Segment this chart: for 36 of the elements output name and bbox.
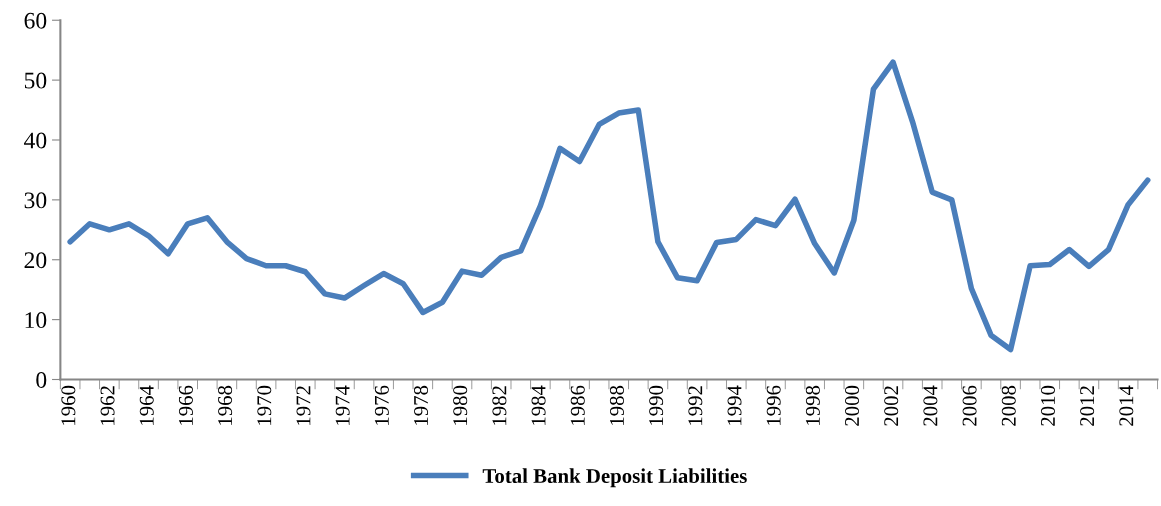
x-tick-label: 1964 <box>139 385 154 425</box>
x-tick-label: 1962 <box>100 386 115 425</box>
x-tick-label: 1988 <box>609 385 624 425</box>
x-tick-label: 2010 <box>1040 385 1055 426</box>
y-tick-label: 60 <box>24 12 47 29</box>
x-tick-label: 1978 <box>413 385 429 425</box>
x-tick-label: 1982 <box>492 386 507 425</box>
y-tick-label: 10 <box>25 312 47 329</box>
x-tick-label: 2004 <box>923 385 938 426</box>
x-tick-label: 1996 <box>766 385 781 425</box>
y-tick-label: 40 <box>24 132 47 149</box>
x-tick-label: 2014 <box>1119 385 1134 426</box>
x-tick-label: 1976 <box>374 385 389 425</box>
x-tick-label: 1998 <box>805 385 820 425</box>
x-tick-label: 1994 <box>727 385 742 425</box>
x-tick-label: 1968 <box>218 385 233 425</box>
y-tick-label: 30 <box>24 192 47 209</box>
x-tick-label: 1972 <box>296 386 311 425</box>
x-tick-label: 2006 <box>962 385 977 426</box>
x-tick-label: 1960 <box>61 385 76 425</box>
x-tick-label: 2002 <box>884 386 899 426</box>
x-tick-label: 1980 <box>453 385 468 425</box>
x-tick-label: 2008 <box>1001 385 1016 426</box>
x-tick-label: 1974 <box>335 385 350 425</box>
x-tick-label: 1966 <box>178 385 193 425</box>
legend-label: Total Bank Deposit Liabilities <box>482 468 747 488</box>
x-tick-label: 1990 <box>649 385 664 425</box>
x-tick-label: 1986 <box>570 385 585 425</box>
x-tick-label: 2012 <box>1080 386 1095 426</box>
y-tick-label: 20 <box>24 252 47 269</box>
x-tick-label: 1992 <box>688 386 703 425</box>
x-tick-label: 1970 <box>257 385 272 425</box>
y-tick-label: 50 <box>24 72 47 89</box>
x-tick-label: 2000 <box>845 385 860 426</box>
x-tick-label: 1984 <box>531 385 546 425</box>
y-tick-label: 0 <box>36 371 47 388</box>
